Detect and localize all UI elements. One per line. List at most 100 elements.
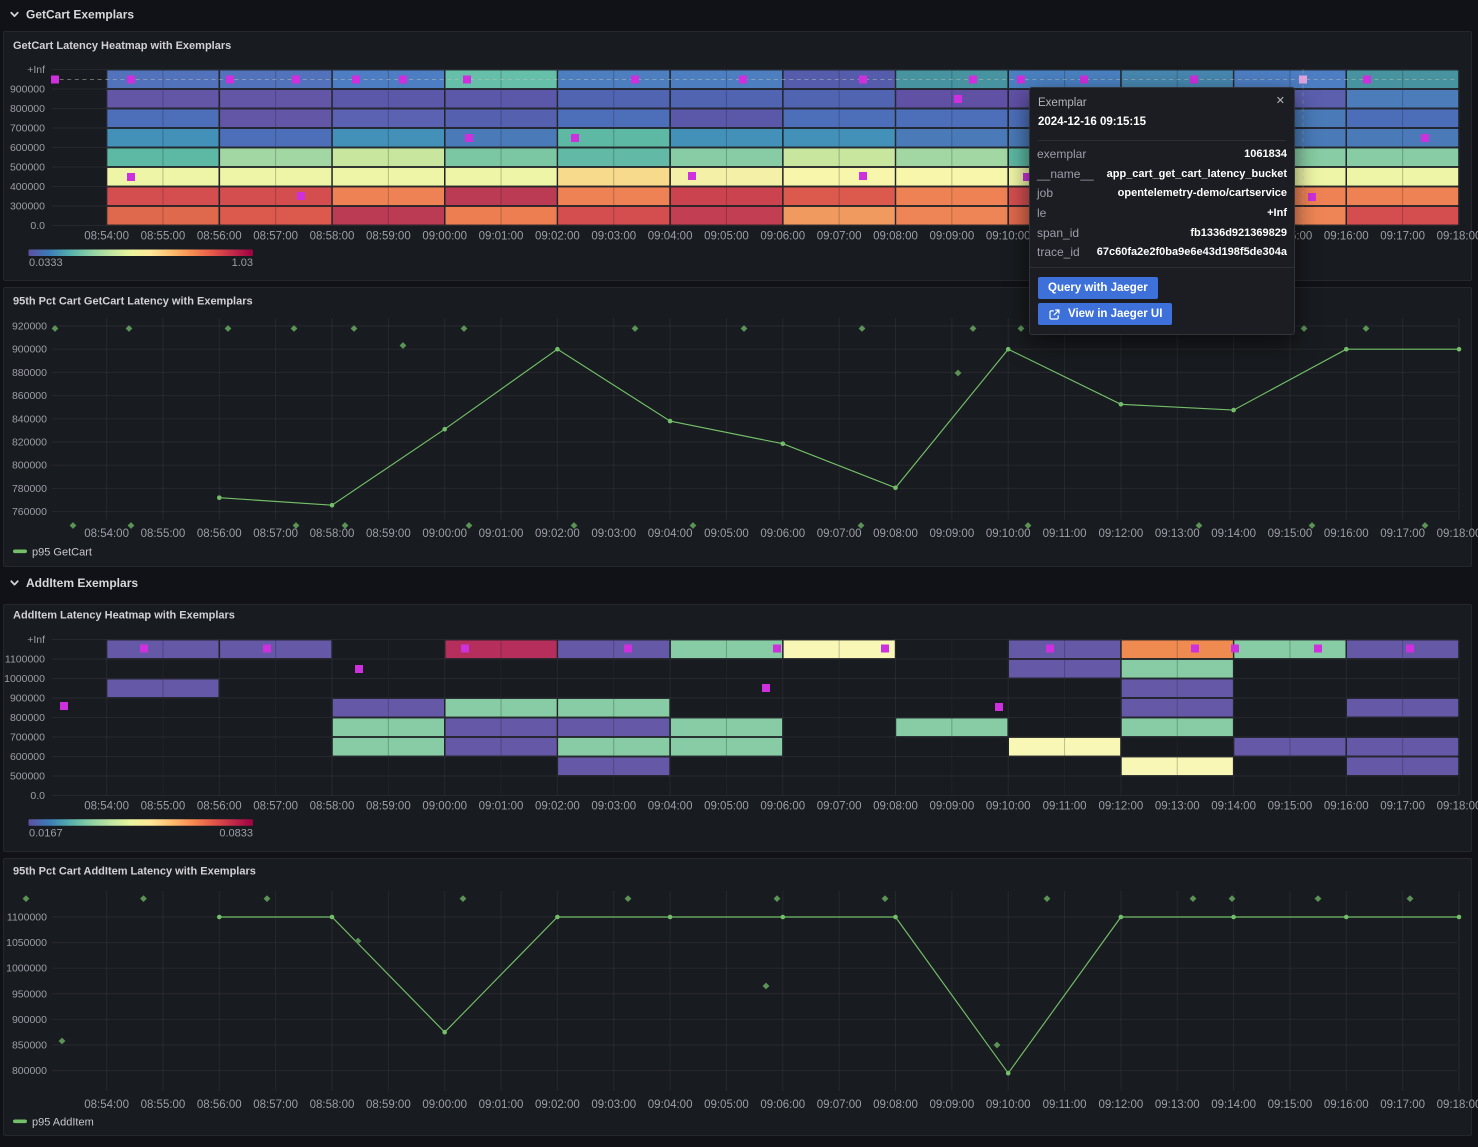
svg-text:760000: 760000 <box>12 506 47 518</box>
svg-text:08:56:00: 08:56:00 <box>197 801 242 813</box>
svg-text:08:54:00: 08:54:00 <box>84 1099 129 1111</box>
svg-text:08:58:00: 08:58:00 <box>310 801 355 813</box>
svg-text:09:07:00: 09:07:00 <box>817 528 862 540</box>
svg-text:800000: 800000 <box>10 103 45 115</box>
svg-text:800000: 800000 <box>10 712 45 724</box>
svg-text:09:05:00: 09:05:00 <box>704 801 749 813</box>
svg-text:09:11:00: 09:11:00 <box>1043 1099 1087 1111</box>
svg-text:09:03:00: 09:03:00 <box>591 528 636 540</box>
svg-text:p95 AddItem: p95 AddItem <box>32 1117 94 1129</box>
svg-text:09:09:00: 09:09:00 <box>929 528 974 540</box>
svg-text:09:02:00: 09:02:00 <box>535 1099 580 1111</box>
svg-text:09:06:00: 09:06:00 <box>760 528 805 540</box>
svg-text:1100000: 1100000 <box>7 912 47 924</box>
svg-text:09:15:00: 09:15:00 <box>1268 528 1313 540</box>
svg-text:950000: 950000 <box>12 988 47 1000</box>
svg-text:0.0: 0.0 <box>30 220 45 232</box>
svg-text:09:00:00: 09:00:00 <box>422 528 467 540</box>
svg-text:09:12:00: 09:12:00 <box>1099 801 1144 813</box>
svg-text:09:13:00: 09:13:00 <box>1155 801 1200 813</box>
svg-text:1000000: 1000000 <box>6 963 47 975</box>
svg-text:900000: 900000 <box>10 84 45 96</box>
svg-text:09:12:00: 09:12:00 <box>1099 528 1144 540</box>
svg-text:09:02:00: 09:02:00 <box>535 528 580 540</box>
svg-text:09:08:00: 09:08:00 <box>873 231 918 243</box>
svg-text:AddItem Exemplars: AddItem Exemplars <box>26 576 138 590</box>
svg-text:08:54:00: 08:54:00 <box>84 528 129 540</box>
svg-text:09:15:00: 09:15:00 <box>1268 801 1313 813</box>
svg-text:700000: 700000 <box>10 732 45 744</box>
svg-text:09:05:00: 09:05:00 <box>704 1099 749 1111</box>
svg-text:09:14:00: 09:14:00 <box>1211 528 1256 540</box>
svg-text:08:55:00: 08:55:00 <box>141 528 186 540</box>
svg-text:p95 GetCart: p95 GetCart <box>32 547 92 559</box>
svg-text:1.03: 1.03 <box>232 257 253 269</box>
svg-text:08:59:00: 08:59:00 <box>366 231 411 243</box>
svg-text:95th Pct Cart AddItem Latency: 95th Pct Cart AddItem Latency with Exemp… <box>13 866 256 878</box>
svg-text:09:06:00: 09:06:00 <box>760 231 805 243</box>
svg-text:09:10:00: 09:10:00 <box>986 801 1031 813</box>
svg-text:500000: 500000 <box>10 771 45 783</box>
svg-text:08:54:00: 08:54:00 <box>84 801 129 813</box>
svg-text:09:03:00: 09:03:00 <box>591 801 636 813</box>
svg-text:GetCart Exemplars: GetCart Exemplars <box>26 7 134 21</box>
svg-text:09:17:00: 09:17:00 <box>1380 801 1425 813</box>
svg-text:900000: 900000 <box>12 1014 47 1026</box>
svg-text:09:00:00: 09:00:00 <box>422 1099 467 1111</box>
svg-text:800000: 800000 <box>12 1065 47 1077</box>
svg-text:920000: 920000 <box>12 321 47 333</box>
svg-text:09:16:00: 09:16:00 <box>1324 231 1369 243</box>
svg-text:AddItem Latency Heatmap with E: AddItem Latency Heatmap with Exemplars <box>13 610 235 622</box>
svg-text:09:07:00: 09:07:00 <box>817 231 862 243</box>
svg-text:08:59:00: 08:59:00 <box>366 801 411 813</box>
svg-text:1050000: 1050000 <box>6 937 47 949</box>
svg-text:08:55:00: 08:55:00 <box>141 801 186 813</box>
svg-text:09:15:00: 09:15:00 <box>1268 1099 1313 1111</box>
svg-text:09:06:00: 09:06:00 <box>760 801 805 813</box>
svg-text:600000: 600000 <box>10 142 45 154</box>
svg-text:08:57:00: 08:57:00 <box>253 801 298 813</box>
svg-text:08:58:00: 08:58:00 <box>310 1099 355 1111</box>
svg-text:500000: 500000 <box>10 162 45 174</box>
svg-text:820000: 820000 <box>12 437 47 449</box>
svg-text:09:14:00: 09:14:00 <box>1211 1099 1256 1111</box>
svg-text:1100000: 1100000 <box>5 654 45 666</box>
svg-text:09:11:00: 09:11:00 <box>1043 528 1087 540</box>
svg-text:09:04:00: 09:04:00 <box>648 1099 693 1111</box>
svg-text:09:18:00: 09:18:00 <box>1437 1099 1478 1111</box>
svg-text:850000: 850000 <box>12 1040 47 1052</box>
svg-text:09:01:00: 09:01:00 <box>479 528 524 540</box>
svg-text:09:09:00: 09:09:00 <box>929 231 974 243</box>
svg-text:840000: 840000 <box>12 413 47 425</box>
svg-text:09:06:00: 09:06:00 <box>760 1099 805 1111</box>
svg-text:0.0167: 0.0167 <box>29 828 63 840</box>
svg-text:09:08:00: 09:08:00 <box>873 528 918 540</box>
svg-text:08:57:00: 08:57:00 <box>253 1099 298 1111</box>
svg-text:08:56:00: 08:56:00 <box>197 231 242 243</box>
svg-text:09:18:00: 09:18:00 <box>1437 231 1478 243</box>
svg-text:08:59:00: 08:59:00 <box>366 1099 411 1111</box>
svg-text:900000: 900000 <box>10 693 45 705</box>
svg-text:09:14:00: 09:14:00 <box>1211 801 1256 813</box>
svg-text:600000: 600000 <box>10 751 45 763</box>
svg-text:800000: 800000 <box>12 460 47 472</box>
svg-text:09:01:00: 09:01:00 <box>479 231 524 243</box>
svg-text:900000: 900000 <box>12 344 47 356</box>
svg-text:1000000: 1000000 <box>4 673 45 685</box>
svg-text:08:55:00: 08:55:00 <box>141 1099 186 1111</box>
svg-text:08:57:00: 08:57:00 <box>253 528 298 540</box>
svg-text:0.0: 0.0 <box>30 790 45 802</box>
svg-text:09:09:00: 09:09:00 <box>929 801 974 813</box>
svg-text:09:16:00: 09:16:00 <box>1324 528 1369 540</box>
svg-text:09:10:00: 09:10:00 <box>986 1099 1031 1111</box>
svg-text:09:13:00: 09:13:00 <box>1155 528 1200 540</box>
svg-text:09:10:00: 09:10:00 <box>986 528 1031 540</box>
svg-text:GetCart Latency Heatmap with E: GetCart Latency Heatmap with Exemplars <box>13 40 231 52</box>
svg-text:08:58:00: 08:58:00 <box>310 231 355 243</box>
svg-text:+Inf: +Inf <box>27 64 45 76</box>
svg-text:09:17:00: 09:17:00 <box>1380 231 1425 243</box>
svg-text:08:54:00: 08:54:00 <box>84 231 129 243</box>
svg-text:09:04:00: 09:04:00 <box>648 801 693 813</box>
svg-text:09:00:00: 09:00:00 <box>422 801 467 813</box>
svg-text:09:08:00: 09:08:00 <box>873 801 918 813</box>
